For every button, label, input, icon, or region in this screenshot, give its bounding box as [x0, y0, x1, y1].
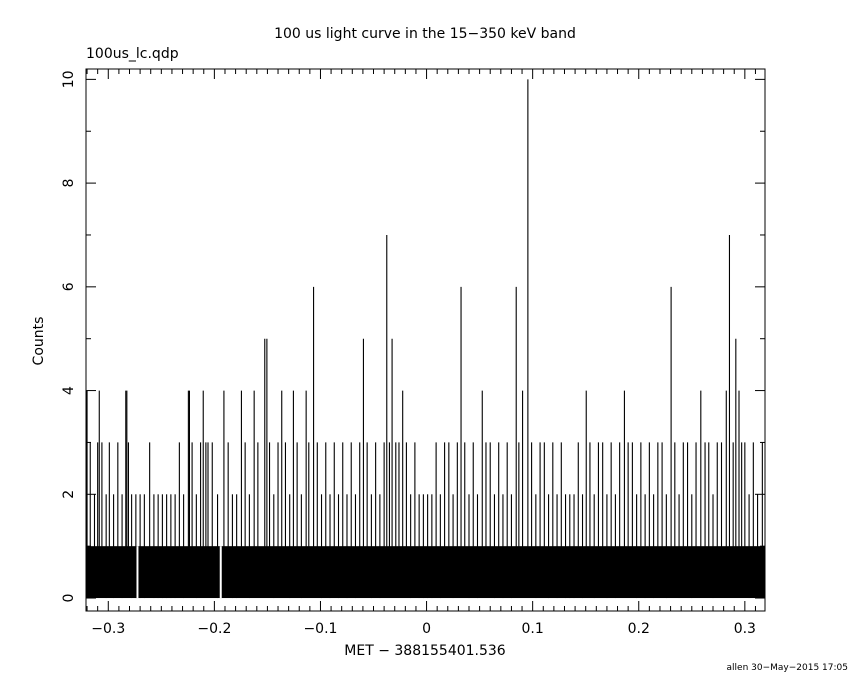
zero-count-bin [136, 546, 139, 599]
x-tick-label: −0.3 [91, 621, 125, 637]
x-tick-label: 0.3 [734, 621, 756, 637]
chart-title: 100 us light curve in the 15−350 keV ban… [274, 26, 576, 42]
x-tick-label: 0.2 [628, 621, 650, 637]
baseline-counts-fill [86, 546, 765, 599]
x-tick-label: 0.1 [522, 621, 544, 637]
data-layer [86, 79, 765, 599]
plot-frame [85, 68, 766, 612]
axis-layer: −0.3 −0.2 −0.1 0 0.1 0.2 0.3 0 2 4 6 8 10 [61, 69, 765, 637]
y-tick-label: 4 [61, 386, 77, 395]
y-tick-label: 6 [61, 282, 77, 291]
x-axis-label: MET − 388155401.536 [344, 643, 506, 659]
y-tick-label: 2 [61, 490, 77, 499]
y-tick-label: 10 [61, 70, 77, 88]
zero-count-bin [219, 546, 222, 599]
x-tick-label: −0.1 [303, 621, 337, 637]
y-tick-label: 8 [61, 179, 77, 188]
y-tick-label: 0 [61, 594, 77, 603]
x-tick-label: −0.2 [197, 621, 231, 637]
footer-stamp: allen 30−May−2015 17:05 [727, 663, 848, 673]
y-axis-label: Counts [31, 317, 47, 366]
x-tick-label: 0 [422, 621, 431, 637]
file-label: 100us_lc.qdp [86, 46, 179, 62]
